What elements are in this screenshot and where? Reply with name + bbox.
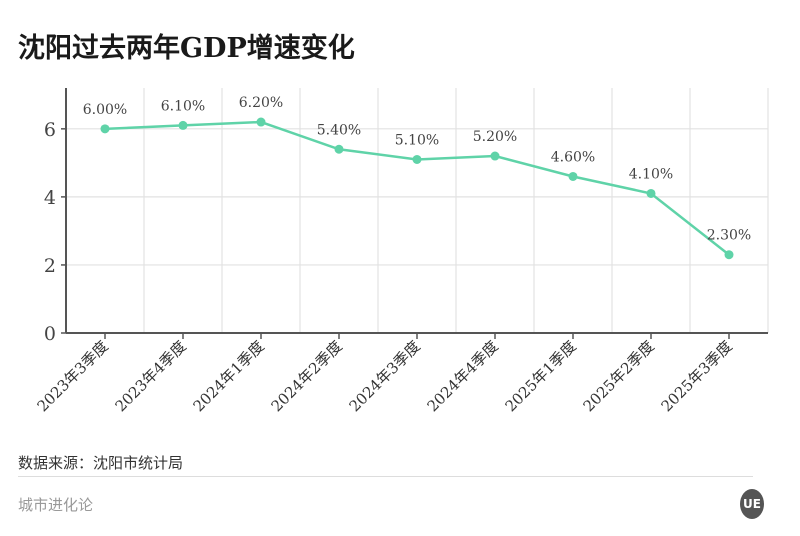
data-source: 数据来源：沈阳市统计局 xyxy=(18,454,184,472)
data-label: 5.10% xyxy=(395,132,439,148)
data-label: 5.40% xyxy=(317,122,361,138)
data-label: 6.10% xyxy=(161,98,205,114)
data-point xyxy=(568,171,578,181)
data-label: 6.00% xyxy=(83,102,127,118)
x-tick-label: 2025年1季度 xyxy=(502,337,580,415)
chart-title: 沈阳过去两年GDP增速变化 xyxy=(18,33,355,64)
x-tick-label: 2024年3季度 xyxy=(346,337,424,415)
data-label: 2.30% xyxy=(707,228,751,244)
x-tick-label: 2025年2季度 xyxy=(580,337,658,415)
x-tick-label: 2023年4季度 xyxy=(112,337,190,415)
x-tick-label: 2024年4季度 xyxy=(424,337,502,415)
data-point xyxy=(646,188,656,198)
data-point xyxy=(100,124,110,134)
x-tick-label: 2024年2季度 xyxy=(268,337,346,415)
data-label: 4.60% xyxy=(551,149,595,165)
data-point xyxy=(724,250,734,260)
x-tick-label: 2024年1季度 xyxy=(190,337,268,415)
y-tick-label: 0 xyxy=(44,323,56,345)
data-point xyxy=(490,151,500,161)
y-tick-label: 6 xyxy=(44,119,56,141)
x-tick-label: 2023年3季度 xyxy=(34,337,112,415)
divider xyxy=(18,476,753,477)
data-label: 4.10% xyxy=(629,166,673,182)
data-point xyxy=(412,154,422,164)
data-point xyxy=(334,144,344,154)
y-tick-label: 2 xyxy=(44,255,56,277)
brand-logo: UE xyxy=(740,489,764,519)
y-tick-label: 4 xyxy=(44,187,56,209)
data-label: 6.20% xyxy=(239,95,283,111)
data-point xyxy=(256,117,266,127)
data-label: 5.20% xyxy=(473,129,517,145)
data-point xyxy=(178,120,188,130)
brand-name: 城市进化论 xyxy=(18,496,94,514)
x-tick-label: 2025年3季度 xyxy=(658,337,736,415)
